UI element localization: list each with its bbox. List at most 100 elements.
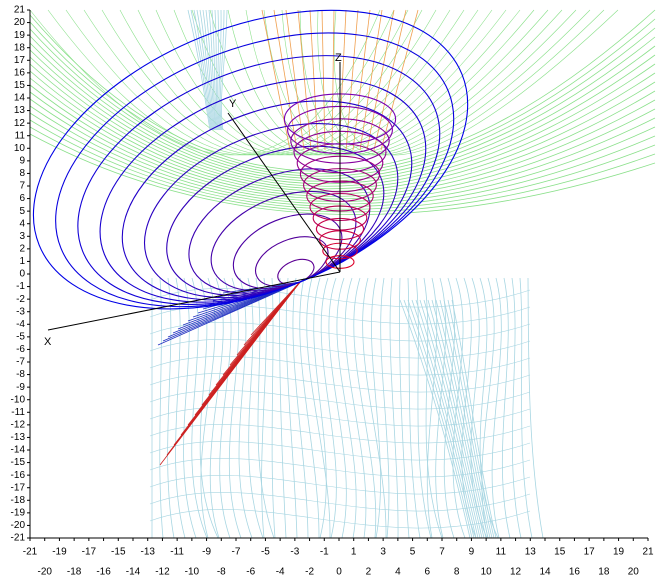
y-tick-label: 6: [19, 193, 25, 204]
wire: [501, 277, 511, 539]
wire: [193, 9, 213, 131]
wire: [83, 9, 423, 156]
wire: [373, 9, 407, 151]
y-tick-label: -12: [11, 419, 26, 430]
x-tick-label: -12: [155, 567, 170, 578]
wire: [199, 9, 215, 131]
y-tick-label: 0: [19, 269, 25, 280]
x-tick-label: 17: [584, 547, 596, 558]
y-tick-label: 15: [14, 80, 26, 91]
x-tick-label: -3: [290, 547, 299, 558]
wire: [220, 9, 228, 131]
wire: [29, 98, 656, 202]
wire: [227, 9, 535, 156]
x-tick-label: -15: [111, 547, 126, 558]
wire: [279, 277, 287, 539]
wire: [137, 9, 465, 156]
y-tick-label: -11: [11, 407, 25, 418]
wire: [407, 299, 475, 539]
x-tick-label: 2: [366, 567, 372, 578]
wire: [119, 9, 451, 156]
wire: [399, 299, 471, 539]
y-tick-label: 11: [15, 130, 26, 141]
wire: [214, 9, 220, 131]
wire: [292, 277, 309, 539]
wire: [149, 509, 531, 529]
wire: [263, 9, 563, 156]
x-tick-label: 9: [469, 547, 475, 558]
x-tick-label: -11: [170, 547, 184, 558]
wire: [29, 35, 656, 180]
wire: [321, 9, 326, 151]
x-tick-label: 12: [510, 567, 522, 578]
wire: [451, 299, 497, 539]
x-tick-label: 1: [351, 547, 357, 558]
x-tick-label: -8: [217, 567, 226, 578]
wire: [190, 9, 212, 131]
wire: [209, 277, 224, 539]
y-tick-label: -14: [11, 445, 26, 456]
wire: [352, 9, 371, 151]
y-tick-label: -4: [16, 319, 25, 330]
wire: [149, 424, 531, 444]
x-tick-label: -17: [82, 547, 97, 558]
wire: [380, 9, 419, 151]
wire: [159, 277, 164, 539]
wire: [29, 77, 656, 195]
x-tick-label: -16: [96, 567, 111, 578]
wire: [435, 299, 489, 539]
x-tick-label: 11: [496, 547, 507, 558]
x-tick-label: -10: [185, 567, 200, 578]
wire: [219, 9, 225, 131]
y-tick-label: 18: [14, 42, 26, 53]
x-tick-label: 15: [554, 547, 566, 558]
wire: [399, 277, 410, 539]
wire: [299, 277, 320, 539]
wire: [29, 70, 656, 192]
x-tick-label: -14: [126, 567, 141, 578]
wire: [247, 277, 264, 539]
wire: [255, 277, 275, 539]
x-tick-label: 0: [336, 567, 342, 578]
x-tick-label: -20: [37, 567, 52, 578]
wire: [29, 42, 656, 182]
x-tick-label: -7: [232, 547, 241, 558]
y-tick-label: 9: [19, 155, 25, 166]
wire: [328, 277, 347, 539]
wire: [29, 112, 656, 207]
x-tick-label: -4: [276, 567, 285, 578]
x-tick-label: 16: [569, 567, 581, 578]
wire: [317, 9, 605, 156]
wire: [281, 9, 577, 156]
wire: [423, 299, 483, 539]
wire: [470, 277, 488, 539]
x-tick-label: -18: [67, 567, 82, 578]
wire: [149, 407, 531, 427]
wire: [415, 299, 479, 539]
wire: [196, 9, 214, 131]
y-tick-label: 7: [19, 181, 25, 192]
wire: [306, 277, 331, 539]
y-tick-label: -1: [16, 281, 25, 292]
y-tick-label: -19: [11, 507, 26, 518]
y-tick-label: 1: [19, 256, 25, 267]
wire: [261, 277, 267, 539]
y-tick-label: 4: [19, 218, 25, 229]
wire: [167, 277, 175, 539]
wire: [297, 9, 312, 151]
y-tick-label: 21: [14, 5, 26, 16]
wire: [511, 277, 522, 539]
y-tick-label: 12: [14, 118, 26, 129]
x-tick-label: 20: [628, 567, 640, 578]
wire: [427, 299, 485, 539]
wire: [380, 277, 390, 539]
wire: [431, 299, 487, 539]
wire: [331, 9, 335, 151]
wire: [447, 299, 495, 539]
wire: [443, 299, 493, 539]
wire: [149, 288, 531, 308]
wire: [366, 9, 395, 151]
wire: [271, 277, 276, 539]
y-tick-label: -10: [11, 394, 26, 405]
